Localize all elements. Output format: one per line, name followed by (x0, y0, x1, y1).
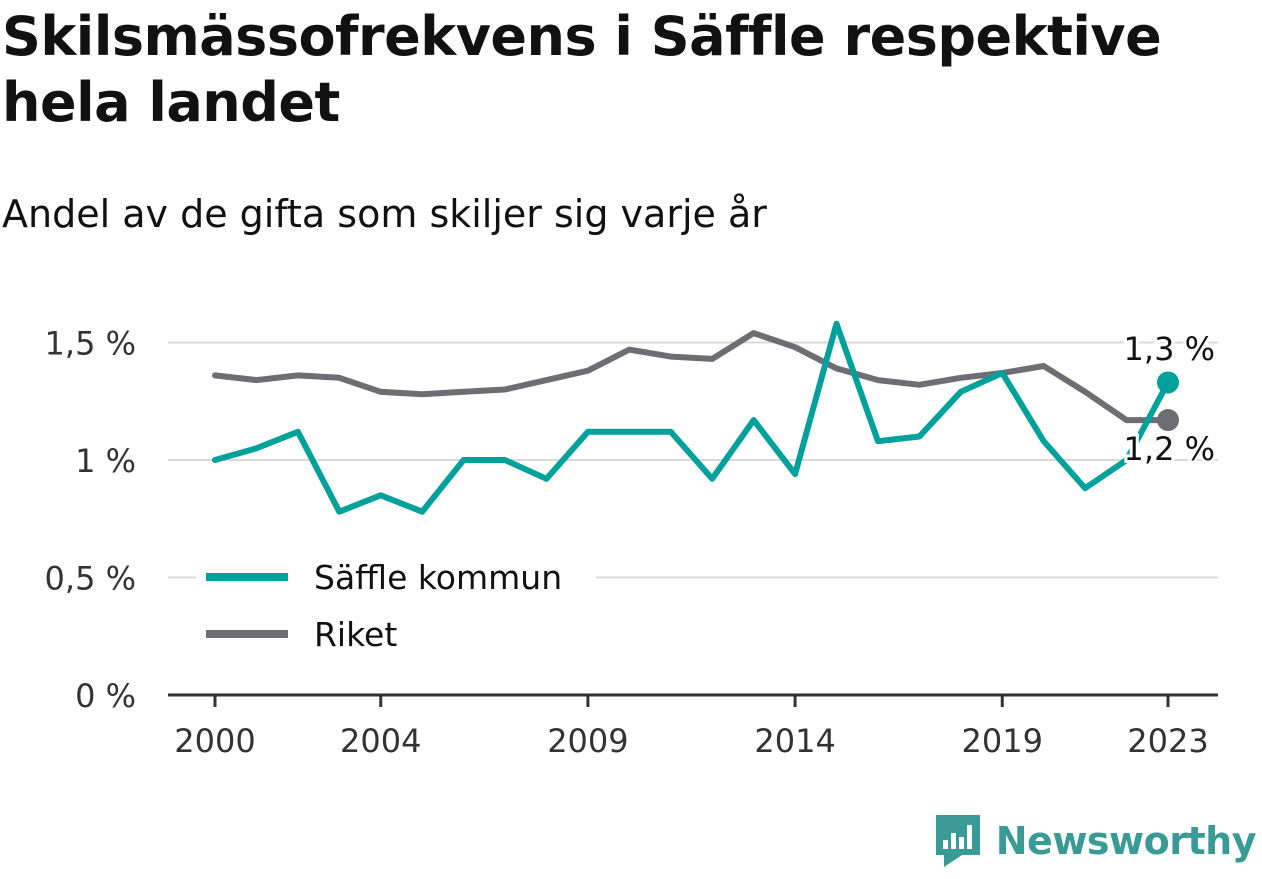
chart-title: Skilsmässofrekvens i Säffle respektive h… (2, 5, 1162, 134)
y-tick-label: 0,5 % (45, 560, 136, 598)
y-tick-label: 0 % (75, 677, 136, 715)
chart-subtitle: Andel av de gifta som skiljer sig varje … (2, 192, 767, 236)
x-tick-label: 2023 (1127, 722, 1208, 760)
legend-background (196, 552, 596, 662)
y-tick-label: 1,5 % (45, 325, 136, 363)
brand-name: Newsworthy (995, 819, 1257, 863)
end-point-riket (1157, 409, 1179, 432)
legend-label-saffle: Säffle kommun (314, 558, 562, 597)
x-tick-label: 2019 (962, 722, 1043, 760)
series-line-riket (212, 330, 1171, 424)
end-label-riket: 1,2 % (1124, 430, 1215, 468)
x-tick-label: 2009 (547, 722, 628, 760)
newsworthy-logo-icon (935, 815, 980, 867)
end-point-saffle (1157, 371, 1179, 394)
legend-label-riket: Riket (314, 615, 397, 654)
x-tick-label: 2000 (174, 722, 255, 760)
brand-logo: Newsworthy (934, 813, 1257, 869)
x-tick-label: 2014 (754, 722, 835, 760)
end-label-saffle: 1,3 % (1124, 330, 1215, 368)
y-tick-label: 1 % (75, 442, 136, 480)
x-tick-label: 2004 (340, 722, 421, 760)
series-line-saffle (212, 320, 1171, 515)
